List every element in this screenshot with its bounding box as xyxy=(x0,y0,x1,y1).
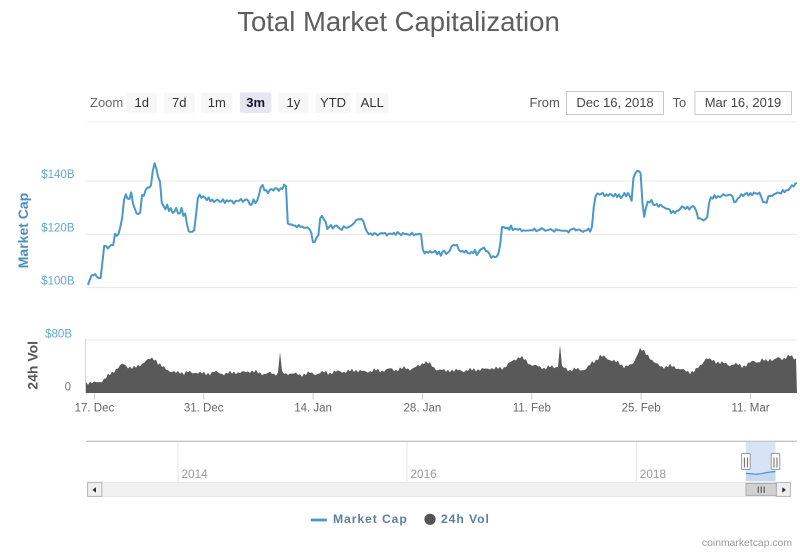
svg-text:coinmarketcap.com: coinmarketcap.com xyxy=(702,538,792,549)
svg-text:Mar 16, 2019: Mar 16, 2019 xyxy=(705,95,782,110)
svg-text:Market Cap: Market Cap xyxy=(333,512,408,526)
svg-text:$100B: $100B xyxy=(41,276,75,288)
svg-text:1d: 1d xyxy=(135,95,149,110)
svg-text:28. Jan: 28. Jan xyxy=(404,403,442,415)
svg-text:$140B: $140B xyxy=(41,169,75,181)
svg-text:24h Vol: 24h Vol xyxy=(441,512,490,526)
svg-text:24h Vol: 24h Vol xyxy=(24,341,40,390)
svg-text:Zoom: Zoom xyxy=(90,95,123,110)
svg-text:11. Mar: 11. Mar xyxy=(731,403,769,415)
svg-text:1m: 1m xyxy=(208,95,226,110)
svg-text:Market Cap: Market Cap xyxy=(15,193,31,268)
svg-text:ALL: ALL xyxy=(361,95,384,110)
svg-text:Dec 16, 2018: Dec 16, 2018 xyxy=(576,95,653,110)
svg-text:31. Dec: 31. Dec xyxy=(184,403,224,415)
svg-text:0: 0 xyxy=(65,382,71,394)
svg-text:$120B: $120B xyxy=(41,222,75,234)
svg-text:From: From xyxy=(530,95,560,110)
svg-text:17. Dec: 17. Dec xyxy=(75,403,115,415)
svg-text:Total Market Capitalization: Total Market Capitalization xyxy=(237,6,560,37)
svg-text:11. Feb: 11. Feb xyxy=(513,403,551,415)
svg-text:2014: 2014 xyxy=(182,467,209,481)
svg-text:2018: 2018 xyxy=(640,467,667,481)
svg-text:2016: 2016 xyxy=(411,467,438,481)
svg-text:14. Jan: 14. Jan xyxy=(294,403,332,415)
svg-text:3m: 3m xyxy=(246,95,265,110)
svg-text:7d: 7d xyxy=(172,95,186,110)
svg-text:$80B: $80B xyxy=(45,329,72,341)
svg-text:25. Feb: 25. Feb xyxy=(622,403,661,415)
svg-text:YTD: YTD xyxy=(320,95,346,110)
svg-text:1y: 1y xyxy=(286,95,300,110)
svg-text:To: To xyxy=(673,95,687,110)
